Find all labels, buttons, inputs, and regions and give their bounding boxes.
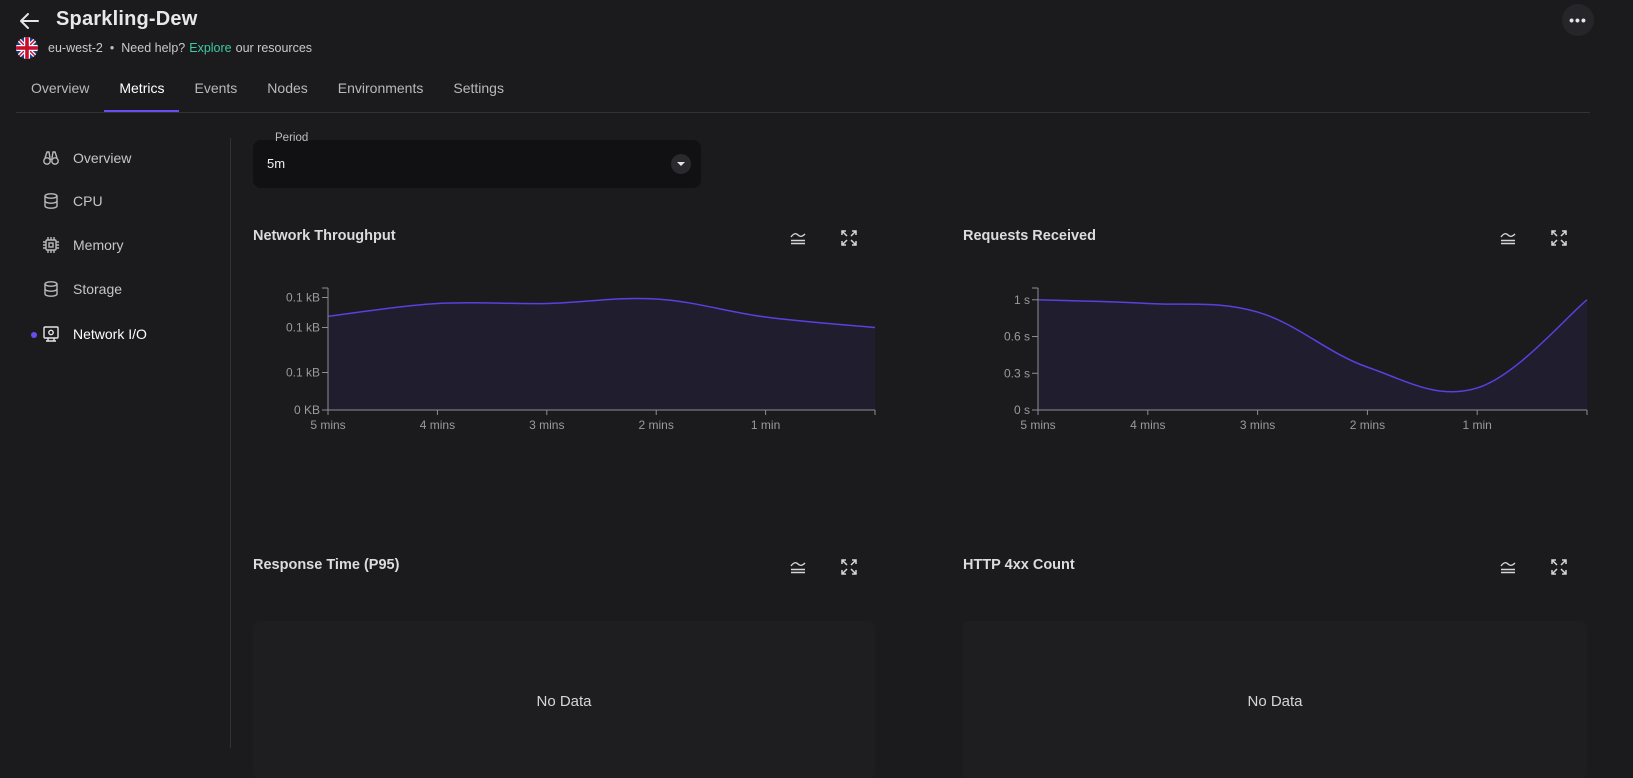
tab-environments[interactable]: Environments: [337, 80, 424, 96]
period-select[interactable]: 5m: [253, 140, 701, 188]
y-tick-label: 0 s: [1014, 403, 1030, 417]
help-prefix: Need help?: [121, 41, 186, 55]
chart-settings-icon[interactable]: [786, 555, 810, 579]
sidebar-item-cpu[interactable]: CPU: [16, 186, 216, 216]
tab-settings[interactable]: Settings: [453, 80, 504, 96]
network-throughput-chart: 5 mins 4 mins 3 mins 2 mins 1 min 0.1 kB 0.1 k…: [286, 287, 876, 432]
tab-events[interactable]: Events: [194, 80, 238, 96]
separator: •: [109, 41, 115, 55]
y-tick-label: 0.6 s: [1004, 330, 1030, 344]
chart-settings-icon[interactable]: [1496, 555, 1520, 579]
sidebar-item-label: Storage: [73, 281, 123, 297]
expand-icon[interactable]: [1547, 555, 1571, 579]
sidebar-item-network-io[interactable]: Network I/O: [16, 319, 216, 349]
chart-settings-icon[interactable]: [1496, 226, 1520, 250]
chart-settings-icon[interactable]: [786, 226, 810, 250]
response-time-title: Response Time (P95): [253, 557, 400, 573]
x-tick-label: 3 mins: [529, 418, 564, 432]
tab-nodes[interactable]: Nodes: [267, 80, 308, 96]
x-tick-label: 5 mins: [1020, 418, 1055, 432]
back-arrow-icon[interactable]: [16, 8, 42, 34]
active-indicator: [31, 332, 37, 338]
binoculars-icon: [42, 149, 60, 167]
sidebar-item-label: Overview: [73, 150, 132, 166]
x-tick-label: 1 min: [751, 418, 780, 432]
x-tick-label: 2 mins: [639, 418, 674, 432]
sidebar-item-memory[interactable]: Memory: [16, 230, 216, 260]
region-name: eu-west-2: [48, 41, 103, 55]
y-tick-label: 0.1 kB: [286, 291, 320, 305]
requests-received-title: Requests Received: [963, 228, 1096, 244]
x-tick-label: 1 min: [1463, 418, 1492, 432]
explore-link[interactable]: Explore: [189, 41, 232, 55]
y-tick-label: 0.1 kB: [286, 321, 320, 335]
region-line: eu-west-2 • Need help? Explore our resou…: [16, 37, 313, 59]
more-options-button[interactable]: •••: [1562, 4, 1594, 36]
x-tick-label: 4 mins: [420, 418, 455, 432]
no-data-message: No Data: [536, 693, 592, 710]
series-area: [1038, 299, 1587, 410]
network-throughput-title: Network Throughput: [253, 228, 396, 244]
period-label: Period: [275, 132, 309, 144]
page-header: Sparkling-Dew eu-west-2 • Need help? Exp…: [0, 0, 1633, 113]
series-line: [327, 297, 876, 329]
tab-metrics[interactable]: Metrics: [104, 72, 180, 112]
sidebar-item-label: Network I/O: [73, 326, 147, 342]
y-tick-label: 0 KB: [294, 403, 320, 417]
period-value: 5m: [267, 156, 286, 171]
metrics-sidebar: Overview CPU Memory Storage Network I/O: [16, 138, 231, 748]
help-suffix: our resources: [235, 41, 313, 55]
expand-icon[interactable]: [837, 226, 861, 250]
x-tick-label: 2 mins: [1350, 418, 1385, 432]
http-4xx-chart: No Data: [963, 621, 1587, 778]
expand-icon[interactable]: [1547, 226, 1571, 250]
tab-bar: Overview Metrics Events Nodes Environmen…: [16, 72, 1590, 113]
y-tick-label: 0.1 kB: [286, 366, 320, 380]
tab-overview[interactable]: Overview: [31, 80, 90, 96]
sidebar-item-label: CPU: [73, 193, 103, 209]
sidebar-item-label: Memory: [73, 237, 124, 253]
sidebar-item-storage[interactable]: Storage: [16, 274, 216, 304]
response-time-chart: No Data: [253, 621, 875, 778]
requests-received-chart: 5 mins 4 mins 3 mins 2 mins 1 min 1 s 0.6 s 0.3…: [1004, 287, 1588, 432]
y-tick-label: 0.3 s: [1004, 366, 1030, 380]
sidebar-item-overview[interactable]: Overview: [16, 143, 216, 173]
network-icon: [42, 325, 60, 343]
x-tick-label: 3 mins: [1240, 418, 1275, 432]
http-4xx-title: HTTP 4xx Count: [963, 557, 1075, 573]
series-line: [1037, 299, 1588, 393]
x-tick-label: 4 mins: [1130, 418, 1165, 432]
y-tick-label: 1 s: [1014, 293, 1030, 307]
uk-flag-icon: [16, 37, 38, 59]
chevron-down-icon[interactable]: [671, 154, 691, 174]
no-data-message: No Data: [1247, 693, 1303, 710]
chip-icon: [42, 236, 60, 254]
database-icon: [42, 192, 60, 210]
page-title: Sparkling-Dew: [56, 8, 198, 30]
x-tick-label: 5 mins: [310, 418, 345, 432]
series-area: [328, 298, 875, 410]
database-icon: [42, 280, 60, 298]
expand-icon[interactable]: [837, 555, 861, 579]
